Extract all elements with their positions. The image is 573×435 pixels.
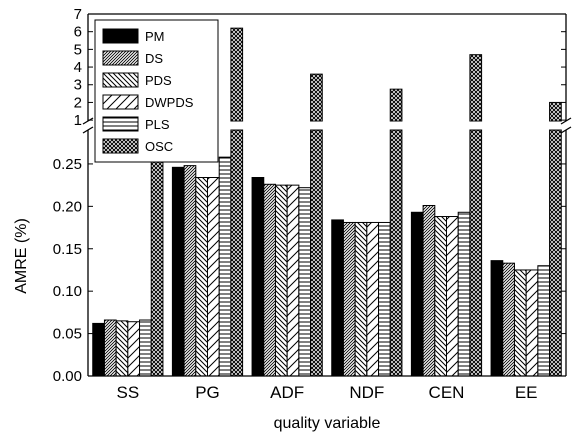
legend-label-ds: DS xyxy=(145,51,163,66)
bar-pds-pg xyxy=(195,177,209,377)
axis-break-mark xyxy=(560,117,572,125)
bar-dwpds-adf xyxy=(286,184,300,377)
y-tick-label: 0.25 xyxy=(53,156,82,173)
bar-pls-ss xyxy=(139,319,152,377)
y-tick-label: 2 xyxy=(74,94,82,111)
bars-group xyxy=(92,27,562,377)
bar-osc-pg xyxy=(230,129,244,377)
x-axis-label: quality variable xyxy=(274,415,381,432)
bar-osc-pg-upper xyxy=(230,27,244,122)
axes-group: SS PG ADF NDF CEN EE 0.00 0.05 0.10 0.15 0.20 0.25 1… xyxy=(53,6,572,402)
y-tick-label: 1 xyxy=(74,112,82,129)
y-tick-label: 0.15 xyxy=(53,241,82,258)
axis-break-mark xyxy=(560,126,572,134)
x-tick-label-adf: ADF xyxy=(270,383,304,402)
bar-osc-cen-upper xyxy=(469,54,483,122)
bar-pm-ee xyxy=(490,260,504,377)
y-axis-label: AMRE (%) xyxy=(13,218,30,294)
bar-osc-ndf-upper xyxy=(389,88,403,122)
y-tick-label: 0.10 xyxy=(53,283,82,300)
y-tick-label: 0.20 xyxy=(53,198,82,215)
bar-pds-ss xyxy=(115,320,129,377)
bar-ds-adf xyxy=(263,183,276,377)
legend-box xyxy=(94,19,219,163)
bar-osc-adf xyxy=(310,129,323,377)
bar-ds-ndf xyxy=(342,221,356,377)
y-tick-label: 0.05 xyxy=(53,326,82,343)
bar-pls-pg xyxy=(218,156,232,377)
x-tick-label-ss: SS xyxy=(116,383,139,402)
legend-swatch-ds xyxy=(102,50,139,66)
x-tick-label-ndf: NDF xyxy=(349,383,384,402)
legend-swatch-dwpds xyxy=(102,94,139,110)
bar-pm-ndf xyxy=(331,219,344,377)
bar-pls-cen xyxy=(457,211,471,377)
bar-osc-ss xyxy=(150,129,164,377)
bar-pm-ss xyxy=(92,322,105,377)
bar-osc-ee xyxy=(549,129,562,377)
y-tick-label: 5 xyxy=(74,41,82,58)
bar-ds-pg xyxy=(183,165,197,377)
legend-label-pls: PLS xyxy=(145,117,170,132)
bar-pls-ndf xyxy=(378,221,391,377)
y-tick-label: 6 xyxy=(74,24,82,41)
bar-osc-adf-upper xyxy=(310,73,323,122)
axis-break-mark xyxy=(82,126,94,134)
x-tick-label-ee: EE xyxy=(515,383,538,402)
bar-pds-adf xyxy=(274,184,288,377)
y-tick-label: 3 xyxy=(74,77,82,94)
bar-dwpds-ndf xyxy=(366,221,380,377)
bar-ds-ee xyxy=(502,262,515,377)
bar-dwpds-pg xyxy=(207,177,220,377)
bar-osc-ndf xyxy=(389,129,403,377)
legend-swatch-pds xyxy=(102,72,139,88)
bar-ds-ss xyxy=(103,319,117,377)
legend-label-pm: PM xyxy=(145,29,165,44)
x-tick-label-pg: PG xyxy=(195,383,220,402)
legend-label-osc: OSC xyxy=(145,139,173,154)
bar-pm-pg xyxy=(171,166,185,377)
legend-label-pds: PDS xyxy=(145,73,172,88)
bar-pm-adf xyxy=(251,177,265,377)
legend-swatch-pls xyxy=(102,116,139,132)
bar-pds-cen xyxy=(434,216,447,377)
legend: PM DS PDS DWPDS PLS OSC xyxy=(94,19,219,163)
bar-pds-ee xyxy=(513,269,527,377)
bar-ds-cen xyxy=(422,204,436,377)
bar-pds-ndf xyxy=(354,221,368,377)
bar-osc-cen xyxy=(469,129,483,377)
x-tick-label-cen: CEN xyxy=(429,383,465,402)
bar-pls-adf xyxy=(298,187,312,377)
legend-swatch-pm xyxy=(102,28,139,44)
axis-break-mark xyxy=(82,117,94,125)
legend-label-dwpds: DWPDS xyxy=(145,95,194,110)
y-tick-label: 0.00 xyxy=(53,368,82,385)
y-tick-label: 4 xyxy=(74,59,82,76)
bar-pm-cen xyxy=(410,211,424,377)
bar-dwpds-cen xyxy=(446,216,459,377)
bar-dwpds-ss xyxy=(127,321,141,377)
legend-swatch-osc xyxy=(102,138,139,154)
bar-osc-ee-upper xyxy=(549,101,562,122)
y-tick-label: 7 xyxy=(74,6,82,23)
bar-pls-ee xyxy=(537,265,551,377)
bar-dwpds-ee xyxy=(525,269,539,377)
